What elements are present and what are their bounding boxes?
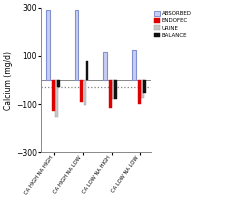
Bar (52, 80, 54, 111)
Bar (132, 50, 136, 80)
Bar (80, 80, 83, 102)
Bar (141, 80, 144, 98)
Y-axis label: Calcium (mg/d): Calcium (mg/d) (4, 51, 13, 110)
Bar (109, 80, 112, 108)
Bar (46, 10, 50, 80)
Bar (75, 10, 78, 80)
Bar (138, 80, 141, 104)
Bar (85, 61, 88, 80)
Legend: ABSORBED, ENDOFEC, URINE, BALANCE: ABSORBED, ENDOFEC, URINE, BALANCE (153, 10, 192, 38)
Bar (57, 80, 60, 87)
Bar (114, 80, 117, 99)
Bar (143, 80, 146, 93)
Bar (83, 80, 86, 105)
Bar (104, 52, 107, 80)
Bar (55, 80, 58, 117)
Bar (112, 80, 115, 99)
